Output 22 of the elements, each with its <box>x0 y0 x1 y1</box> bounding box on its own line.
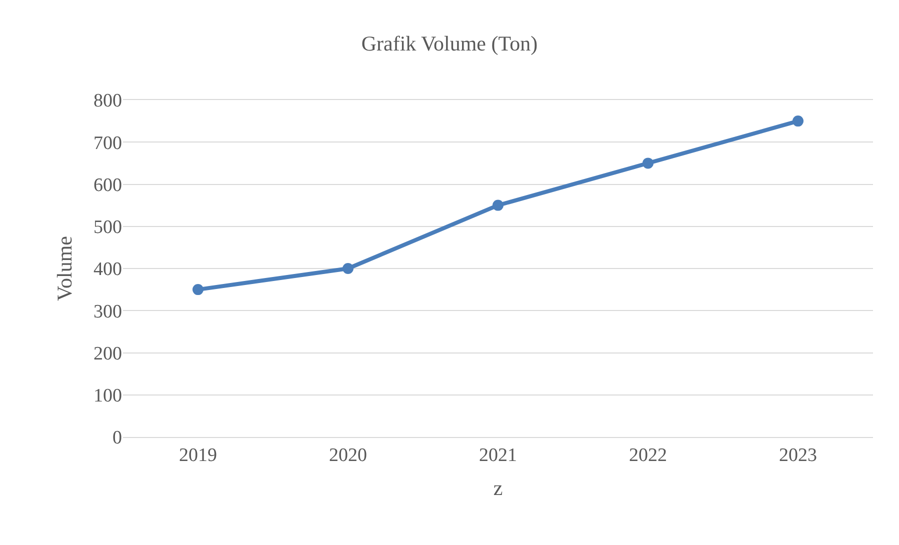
x-axis-title: z <box>493 476 503 500</box>
y-tick-label: 800 <box>94 90 122 112</box>
x-tick-label: 2022 <box>629 444 667 466</box>
point <box>342 263 354 274</box>
y-tick-label: 700 <box>94 132 122 154</box>
y-tick-label: 500 <box>94 217 122 238</box>
x-tick-label: 2019 <box>179 444 217 466</box>
y-tick-label: 600 <box>94 174 122 196</box>
y-tick-label: 400 <box>94 259 122 280</box>
point <box>792 116 804 127</box>
point <box>492 200 504 211</box>
x-tick-label: 2021 <box>479 444 517 466</box>
y-tick-label: 200 <box>94 343 122 364</box>
chart-title: Grafik Volume (Ton) <box>361 31 538 56</box>
y-tick-label: 100 <box>94 386 122 407</box>
y-tick-label: 300 <box>94 301 122 322</box>
y-tick-label: 0 <box>112 428 122 449</box>
x-tick-label: 2023 <box>779 444 817 466</box>
y-axis-title: Volume <box>52 236 77 301</box>
point <box>192 284 204 296</box>
point <box>642 158 654 169</box>
x-tick-label: 2020 <box>329 444 367 466</box>
